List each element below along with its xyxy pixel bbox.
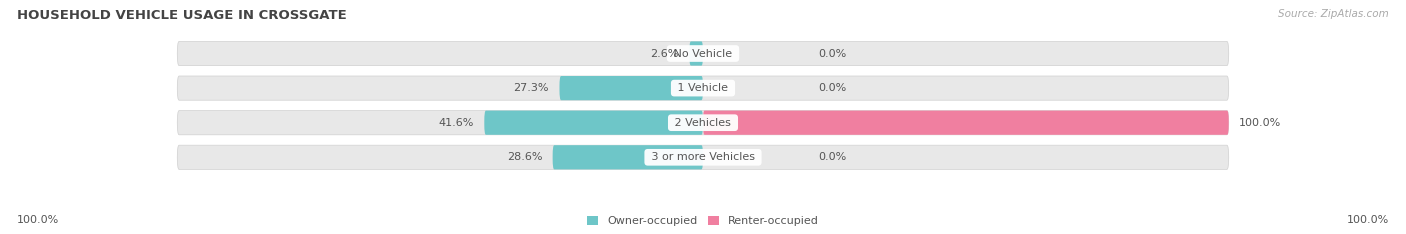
Text: 28.6%: 28.6% — [506, 152, 543, 162]
Text: 100.0%: 100.0% — [1347, 215, 1389, 225]
Text: 100.0%: 100.0% — [17, 215, 59, 225]
Text: 2 Vehicles: 2 Vehicles — [671, 118, 735, 128]
Text: No Vehicle: No Vehicle — [671, 48, 735, 58]
Text: 2.6%: 2.6% — [651, 48, 679, 58]
FancyBboxPatch shape — [177, 41, 1229, 66]
FancyBboxPatch shape — [703, 111, 1229, 135]
Text: 0.0%: 0.0% — [818, 83, 846, 93]
Text: Source: ZipAtlas.com: Source: ZipAtlas.com — [1278, 9, 1389, 19]
Text: HOUSEHOLD VEHICLE USAGE IN CROSSGATE: HOUSEHOLD VEHICLE USAGE IN CROSSGATE — [17, 9, 347, 22]
Text: 3 or more Vehicles: 3 or more Vehicles — [648, 152, 758, 162]
FancyBboxPatch shape — [689, 41, 703, 66]
FancyBboxPatch shape — [177, 76, 1229, 100]
FancyBboxPatch shape — [177, 145, 1229, 169]
Text: 41.6%: 41.6% — [439, 118, 474, 128]
Legend: Owner-occupied, Renter-occupied: Owner-occupied, Renter-occupied — [586, 216, 820, 226]
Text: 1 Vehicle: 1 Vehicle — [675, 83, 731, 93]
FancyBboxPatch shape — [560, 76, 703, 100]
FancyBboxPatch shape — [177, 111, 1229, 135]
Text: 0.0%: 0.0% — [818, 152, 846, 162]
Text: 27.3%: 27.3% — [513, 83, 548, 93]
FancyBboxPatch shape — [484, 111, 703, 135]
Text: 100.0%: 100.0% — [1239, 118, 1281, 128]
FancyBboxPatch shape — [553, 145, 703, 169]
Text: 0.0%: 0.0% — [818, 48, 846, 58]
